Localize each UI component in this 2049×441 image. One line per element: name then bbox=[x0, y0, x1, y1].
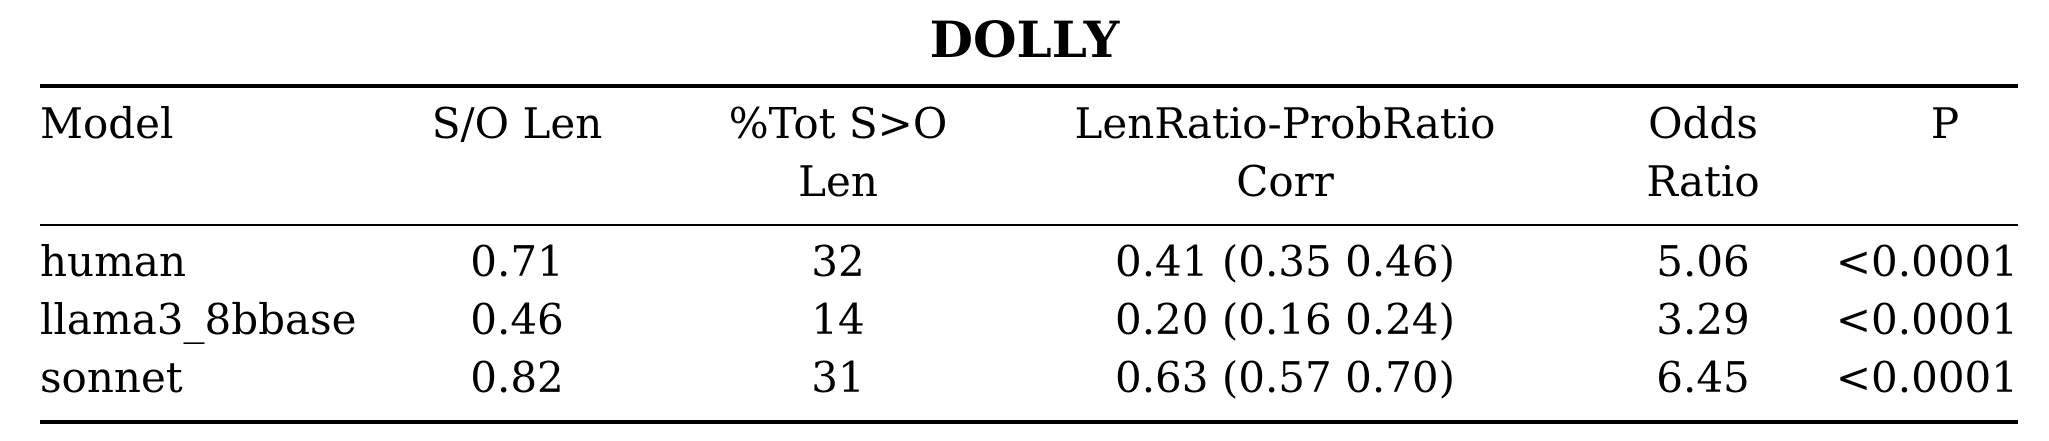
table-cell-so-len: 0.82 bbox=[470, 353, 564, 402]
table-cell-so-len: 0.46 bbox=[470, 295, 564, 344]
header-corr-line2: Corr bbox=[1236, 157, 1334, 206]
table-cell-corr: 0.20 (0.16 0.24) bbox=[1114, 295, 1456, 344]
table-cell-odds: 3.29 bbox=[1656, 295, 1750, 344]
header-rule bbox=[40, 224, 2018, 226]
table-cell-tot: 32 bbox=[811, 237, 865, 286]
header-corr-line1: LenRatio-ProbRatio bbox=[1074, 99, 1496, 148]
table-cell-model: llama3_8bbase bbox=[40, 295, 357, 344]
table-cell-model: human bbox=[40, 237, 187, 286]
header-p: P bbox=[1930, 99, 1960, 148]
table-cell-odds: 6.45 bbox=[1656, 353, 1750, 402]
bottom-rule bbox=[40, 420, 2018, 424]
table-cell-odds: 5.06 bbox=[1656, 237, 1750, 286]
header-tot-so-line2: Len bbox=[798, 157, 878, 206]
table-cell-p: <0.0001 bbox=[1835, 237, 2018, 286]
header-so-len: S/O Len bbox=[431, 99, 603, 148]
header-model: Model bbox=[40, 99, 174, 148]
header-odds-line1: Odds bbox=[1648, 99, 1758, 148]
top-rule bbox=[40, 84, 2018, 88]
header-odds-line2: Ratio bbox=[1646, 157, 1760, 206]
table-cell-tot: 14 bbox=[811, 295, 865, 344]
table-cell-so-len: 0.71 bbox=[470, 237, 564, 286]
table-cell-corr: 0.63 (0.57 0.70) bbox=[1114, 353, 1456, 402]
table-title: DOLLY bbox=[929, 10, 1120, 69]
header-tot-so-line1: %Tot S>O bbox=[728, 99, 948, 148]
table-cell-model: sonnet bbox=[40, 353, 183, 402]
table-cell-tot: 31 bbox=[811, 353, 865, 402]
table-cell-p: <0.0001 bbox=[1835, 353, 2018, 402]
table-cell-corr: 0.41 (0.35 0.46) bbox=[1114, 237, 1456, 286]
table-cell-p: <0.0001 bbox=[1835, 295, 2018, 344]
